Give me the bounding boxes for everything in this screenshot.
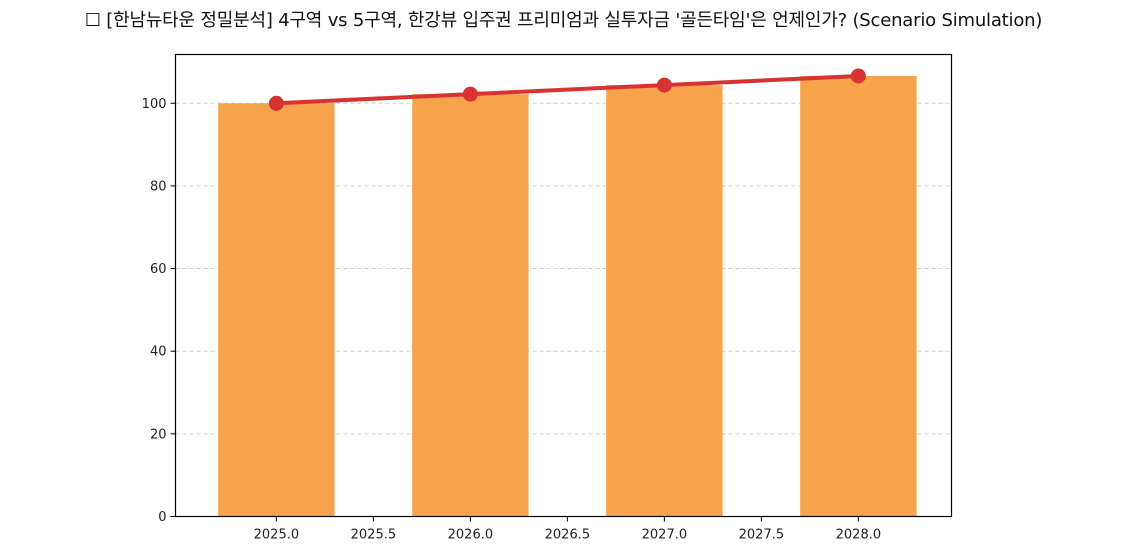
plot-frame	[174, 53, 953, 518]
data-point-marker	[268, 95, 284, 111]
bar	[218, 103, 335, 517]
trend-line	[274, 73, 861, 106]
x-tick-label: 2026.0	[448, 528, 494, 543]
y-tick-label: 0	[158, 510, 166, 525]
bar	[606, 85, 723, 517]
y-tick-label: 80	[150, 179, 167, 194]
data-point-marker	[850, 68, 866, 84]
chart-title: ☐ [한남뉴타운 정밀분석] 4구역 vs 5구역, 한강뷰 입주권 프리미엄과…	[84, 10, 1043, 31]
y-tick-label: 100	[142, 97, 167, 112]
x-tick-label: 2027.5	[739, 528, 785, 543]
bar	[800, 75, 917, 517]
y-tick-label: 40	[150, 345, 167, 360]
bar	[412, 94, 529, 517]
line-series	[268, 68, 866, 111]
bar-series	[218, 75, 917, 517]
data-point-marker	[656, 77, 672, 93]
y-tick-label: 20	[150, 427, 167, 442]
x-tick-label: 2026.5	[545, 528, 591, 543]
x-tick-label: 2028.0	[836, 528, 882, 543]
x-tick-label: 2027.0	[642, 528, 688, 543]
y-axis: 0 20 40 60 80 100	[142, 97, 176, 525]
x-tick-label: 2025.0	[254, 528, 300, 543]
data-point-marker	[462, 86, 478, 102]
x-axis: 2025.0 2025.5 2026.0 2026.5 2027.0 2027.5 2028…	[254, 516, 882, 543]
x-tick-label: 2025.5	[351, 528, 397, 543]
y-tick-label: 60	[150, 262, 167, 277]
